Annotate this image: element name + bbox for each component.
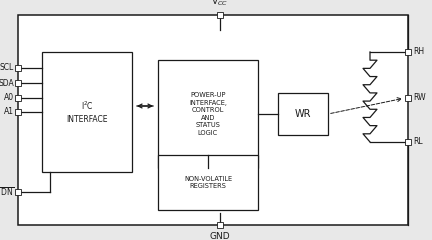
Text: WR: WR	[295, 109, 311, 119]
Bar	[217, 222, 223, 228]
Bar	[405, 139, 411, 145]
Text: A0: A0	[4, 94, 14, 102]
Text: RW: RW	[413, 94, 426, 102]
Bar	[405, 95, 411, 101]
Bar	[217, 12, 223, 18]
Text: POWER-UP
INTERFACE,
CONTROL
AND
STATUS
LOGIC: POWER-UP INTERFACE, CONTROL AND STATUS L…	[189, 92, 227, 136]
Bar	[15, 65, 21, 71]
Bar	[42, 52, 132, 172]
Text: I$^{2}$C
INTERFACE: I$^{2}$C INTERFACE	[66, 100, 108, 124]
Bar	[158, 60, 258, 168]
Text: $\overline{\rm SHDN}$: $\overline{\rm SHDN}$	[0, 186, 14, 198]
Bar	[18, 15, 408, 225]
Bar	[15, 109, 21, 115]
Bar	[158, 155, 258, 210]
Text: SDA: SDA	[0, 78, 14, 88]
Bar	[405, 49, 411, 55]
Text: V$_{CC}$: V$_{CC}$	[211, 0, 229, 8]
Bar	[15, 80, 21, 86]
Text: RH: RH	[413, 48, 424, 56]
Text: RL: RL	[413, 138, 422, 146]
Bar	[15, 189, 21, 195]
Bar	[278, 93, 328, 135]
Text: GND: GND	[210, 232, 230, 240]
Text: NON-VOLATILE
REGISTERS: NON-VOLATILE REGISTERS	[184, 176, 232, 189]
Text: A1: A1	[4, 108, 14, 116]
Bar	[15, 95, 21, 101]
Text: SCL: SCL	[0, 64, 14, 72]
